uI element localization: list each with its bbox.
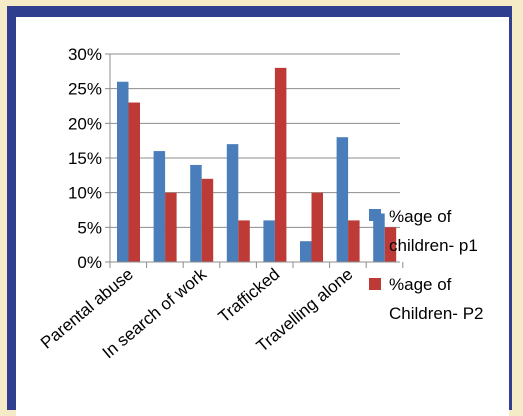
bar-series-1 bbox=[117, 81, 129, 262]
bar-series-1 bbox=[226, 144, 239, 262]
legend-label-line2: Children- P2 bbox=[389, 304, 484, 323]
axes bbox=[105, 53, 404, 268]
bar-series-2 bbox=[128, 102, 140, 263]
bar-series-2 bbox=[348, 220, 360, 262]
legend-swatch bbox=[369, 278, 381, 290]
y-tick-label: 15% bbox=[68, 149, 102, 168]
bar-series-1 bbox=[263, 220, 275, 262]
y-tick-label: 5% bbox=[77, 218, 102, 237]
bar-series-2 bbox=[165, 192, 177, 262]
y-tick-label: 0% bbox=[77, 253, 102, 272]
y-tick-label: 10% bbox=[68, 184, 102, 203]
bars bbox=[117, 67, 397, 263]
legend-swatch bbox=[369, 209, 381, 221]
bar-series-2 bbox=[238, 220, 250, 262]
legend-label-line1: %age of bbox=[389, 207, 452, 226]
bar-series-1 bbox=[300, 241, 312, 262]
chart-panel: 0% 5% 10% 15% 20% 25% 30% Parental abuse In sea… bbox=[16, 17, 509, 416]
y-tick-label: 30% bbox=[68, 45, 102, 64]
bar-series-2 bbox=[311, 192, 323, 262]
bar-series-2 bbox=[274, 67, 287, 262]
y-tick-label: 25% bbox=[68, 80, 102, 99]
gridlines bbox=[110, 53, 400, 228]
x-category-label: Trafficked bbox=[215, 265, 284, 327]
y-tick-label: 20% bbox=[68, 114, 102, 133]
bar-series-2 bbox=[201, 178, 214, 262]
legend-label-line2: children- p1 bbox=[389, 236, 478, 255]
legend: %age of children- p1 %age of Children- P2 bbox=[369, 207, 484, 323]
bar-series-1 bbox=[373, 213, 385, 262]
bar-series-1 bbox=[190, 164, 202, 262]
bar-series-2 bbox=[384, 227, 397, 262]
bar-series-1 bbox=[336, 137, 349, 262]
y-tick-labels: 0% 5% 10% 15% 20% 25% 30% bbox=[68, 45, 102, 272]
legend-label-line1: %age of bbox=[389, 275, 452, 294]
bar-series-1 bbox=[153, 151, 166, 262]
